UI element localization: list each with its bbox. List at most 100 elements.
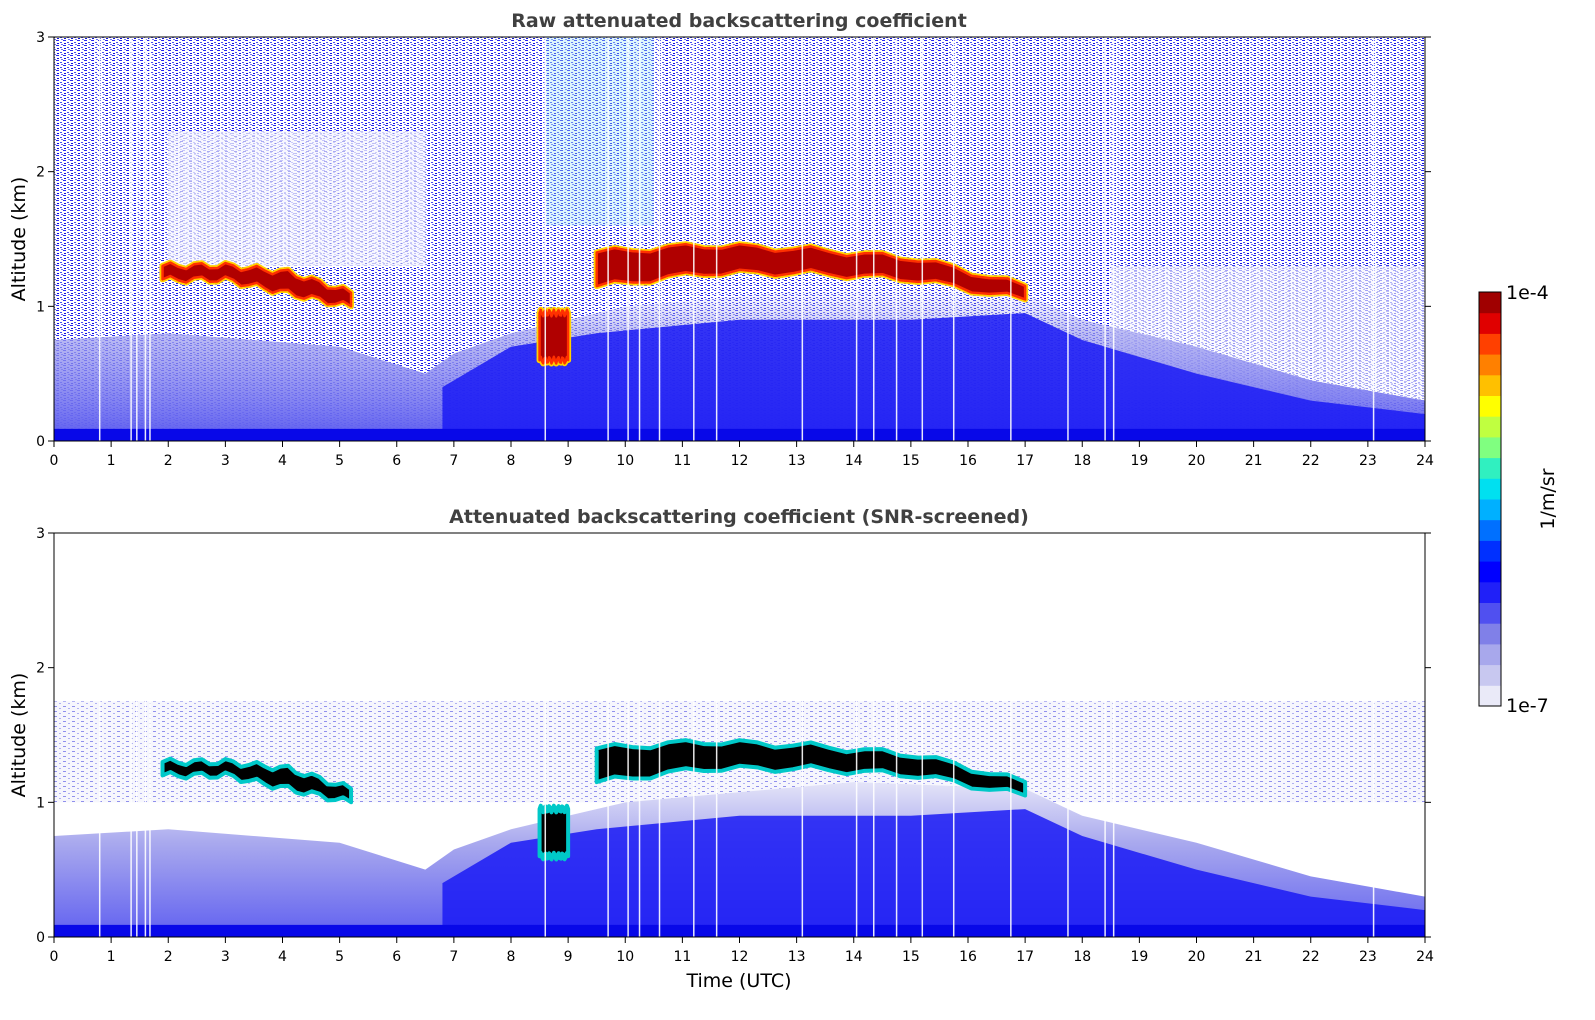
x-tick-label: 5 (335, 949, 344, 965)
colorbar-cell (1479, 623, 1501, 645)
x-tick-label: 19 (1130, 949, 1148, 965)
y-tick-label: 1 (36, 795, 45, 811)
x-axis-label: Time (UTC) (685, 970, 791, 992)
y-tick-label: 2 (36, 661, 45, 677)
x-tick-label: 17 (1016, 453, 1034, 469)
surface-band (54, 924, 1425, 937)
x-tick-label: 15 (902, 453, 920, 469)
snr-screened-panel: Attenuated backscattering coefficient (S… (8, 506, 1434, 992)
cloud-layer (538, 308, 570, 365)
y-tick-label: 1 (36, 299, 45, 315)
x-tick-label: 15 (902, 949, 920, 965)
x-tick-label: 3 (221, 949, 230, 965)
colorbar-cell (1479, 333, 1501, 355)
chart-title: Attenuated backscattering coefficient (S… (449, 506, 1029, 528)
colorbar: 1e-4 1e-7 1/m/sr (1478, 282, 1559, 717)
x-tick-label: 10 (616, 949, 634, 965)
clear-haze-region (168, 131, 426, 266)
x-tick-label: 13 (788, 453, 806, 469)
x-tick-label: 18 (1073, 949, 1091, 965)
plot-area (54, 37, 1425, 441)
colorbar-cell (1479, 643, 1501, 666)
x-tick-label: 11 (673, 453, 691, 469)
colorbar-cell (1479, 457, 1501, 479)
colorbar-min-label: 1e-7 (1506, 695, 1549, 717)
x-tick-label: 16 (959, 453, 977, 469)
x-tick-label: 10 (616, 453, 634, 469)
colorbar-cell (1479, 354, 1501, 376)
x-tick-label: 7 (449, 949, 458, 965)
x-tick-label: 11 (673, 949, 691, 965)
boundary-layer-core (442, 313, 1425, 441)
x-tick-label: 9 (564, 453, 573, 469)
colorbar-units-label: 1/m/sr (1537, 468, 1559, 529)
colorbar-cell (1479, 395, 1501, 417)
x-tick-label: 19 (1130, 453, 1148, 469)
x-axis: 0 1 2 3 4 5 6 7 8 9 10 11 12 13 14 15 16 17 18 19 20 21 22 23 24 (50, 441, 1434, 469)
boundary-layer-core (442, 809, 1425, 937)
colorbar-cell (1479, 374, 1501, 396)
colorbar-cell (1479, 436, 1501, 459)
colorbar-cell (1479, 416, 1501, 438)
y-axis-label: Altitude (km) (8, 177, 30, 302)
x-tick-label: 24 (1416, 453, 1434, 469)
x-tick-label: 22 (1302, 949, 1320, 965)
cloud-layer (161, 261, 353, 308)
x-tick-label: 23 (1359, 453, 1377, 469)
y-tick-label: 0 (36, 930, 45, 946)
cloud-layer (594, 738, 1028, 798)
plot-area (54, 533, 1425, 937)
x-tick-label: 8 (507, 453, 516, 469)
colorbar-scale (1479, 292, 1501, 707)
x-tick-label: 24 (1416, 949, 1434, 965)
x-tick-label: 22 (1302, 453, 1320, 469)
x-tick-label: 4 (278, 949, 287, 965)
y-axis: 0 1 2 3 (36, 30, 1431, 450)
colorbar-cell (1479, 581, 1501, 603)
chart-title: Raw attenuated backscattering coefficien… (511, 10, 967, 32)
x-tick-label: 12 (731, 453, 749, 469)
x-tick-label: 1 (107, 949, 116, 965)
colorbar-cell (1479, 499, 1501, 521)
x-tick-label: 20 (1188, 949, 1206, 965)
colorbar-frame (1478, 291, 1502, 707)
colorbar-cell (1479, 664, 1501, 686)
x-tick-label: 0 (50, 453, 59, 469)
y-tick-label: 3 (36, 30, 45, 46)
y-axis: 0 1 2 3 (36, 526, 1431, 946)
x-tick-label: 4 (278, 453, 287, 469)
x-tick-label: 23 (1359, 949, 1377, 965)
cloud-layer (537, 803, 571, 862)
colorbar-cell (1479, 561, 1501, 583)
x-tick-label: 0 (50, 949, 59, 965)
x-tick-label: 1 (107, 453, 116, 469)
y-tick-label: 2 (36, 165, 45, 181)
x-tick-label: 17 (1016, 949, 1034, 965)
x-tick-label: 21 (1245, 949, 1263, 965)
colorbar-cell (1479, 519, 1501, 541)
x-tick-label: 14 (845, 949, 863, 965)
colorbar-cell (1479, 540, 1501, 562)
x-tick-label: 12 (731, 949, 749, 965)
raw-backscatter-panel: Raw attenuated backscattering coefficien… (8, 10, 1434, 469)
cloud-layer (160, 756, 354, 805)
colorbar-cell (1479, 292, 1501, 314)
x-tick-label: 20 (1188, 453, 1206, 469)
x-tick-label: 18 (1073, 453, 1091, 469)
x-tick-label: 16 (959, 949, 977, 965)
y-tick-label: 0 (36, 434, 45, 450)
x-tick-label: 2 (164, 949, 173, 965)
x-axis: 0 1 2 3 4 5 6 7 8 9 10 11 12 13 14 15 16 17 18 19 20 21 22 23 24 (50, 937, 1434, 965)
cloud-layer (595, 242, 1027, 301)
x-tick-label: 13 (788, 949, 806, 965)
solar-noise-region (545, 37, 654, 226)
y-axis-label: Altitude (km) (8, 673, 30, 798)
x-tick-label: 8 (507, 949, 516, 965)
x-tick-label: 9 (564, 949, 573, 965)
x-tick-label: 6 (392, 453, 401, 469)
colorbar-max-label: 1e-4 (1506, 282, 1549, 304)
x-tick-label: 3 (221, 453, 230, 469)
x-tick-label: 7 (449, 453, 458, 469)
x-tick-label: 6 (392, 949, 401, 965)
